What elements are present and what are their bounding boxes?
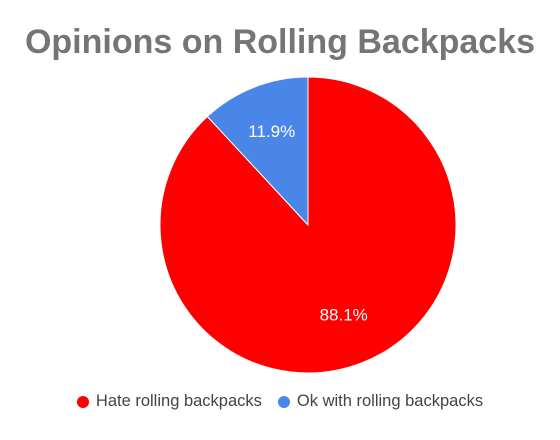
legend-label-ok: Ok with rolling backpacks (296, 392, 484, 410)
legend: Hate rolling backpacks Ok with rolling b… (0, 392, 560, 411)
pie-slices (159, 76, 457, 374)
pie-slice-1[interactable] (206, 76, 309, 227)
pie-slice-label-0: 88.1% (320, 305, 368, 324)
pie-slice-label-1: 11.9% (248, 122, 295, 141)
pie-labels: 88.1% 11.9% (248, 122, 367, 324)
legend-item-hate[interactable]: Hate rolling backpacks (76, 392, 262, 411)
legend-swatch-ok (277, 395, 290, 408)
chart-title: Opinions on Rolling Backpacks (24, 23, 536, 61)
legend-item-ok[interactable]: Ok with rolling backpacks (277, 392, 484, 411)
legend-label-hate: Hate rolling backpacks (95, 392, 262, 410)
legend-swatch-hate (76, 395, 89, 408)
